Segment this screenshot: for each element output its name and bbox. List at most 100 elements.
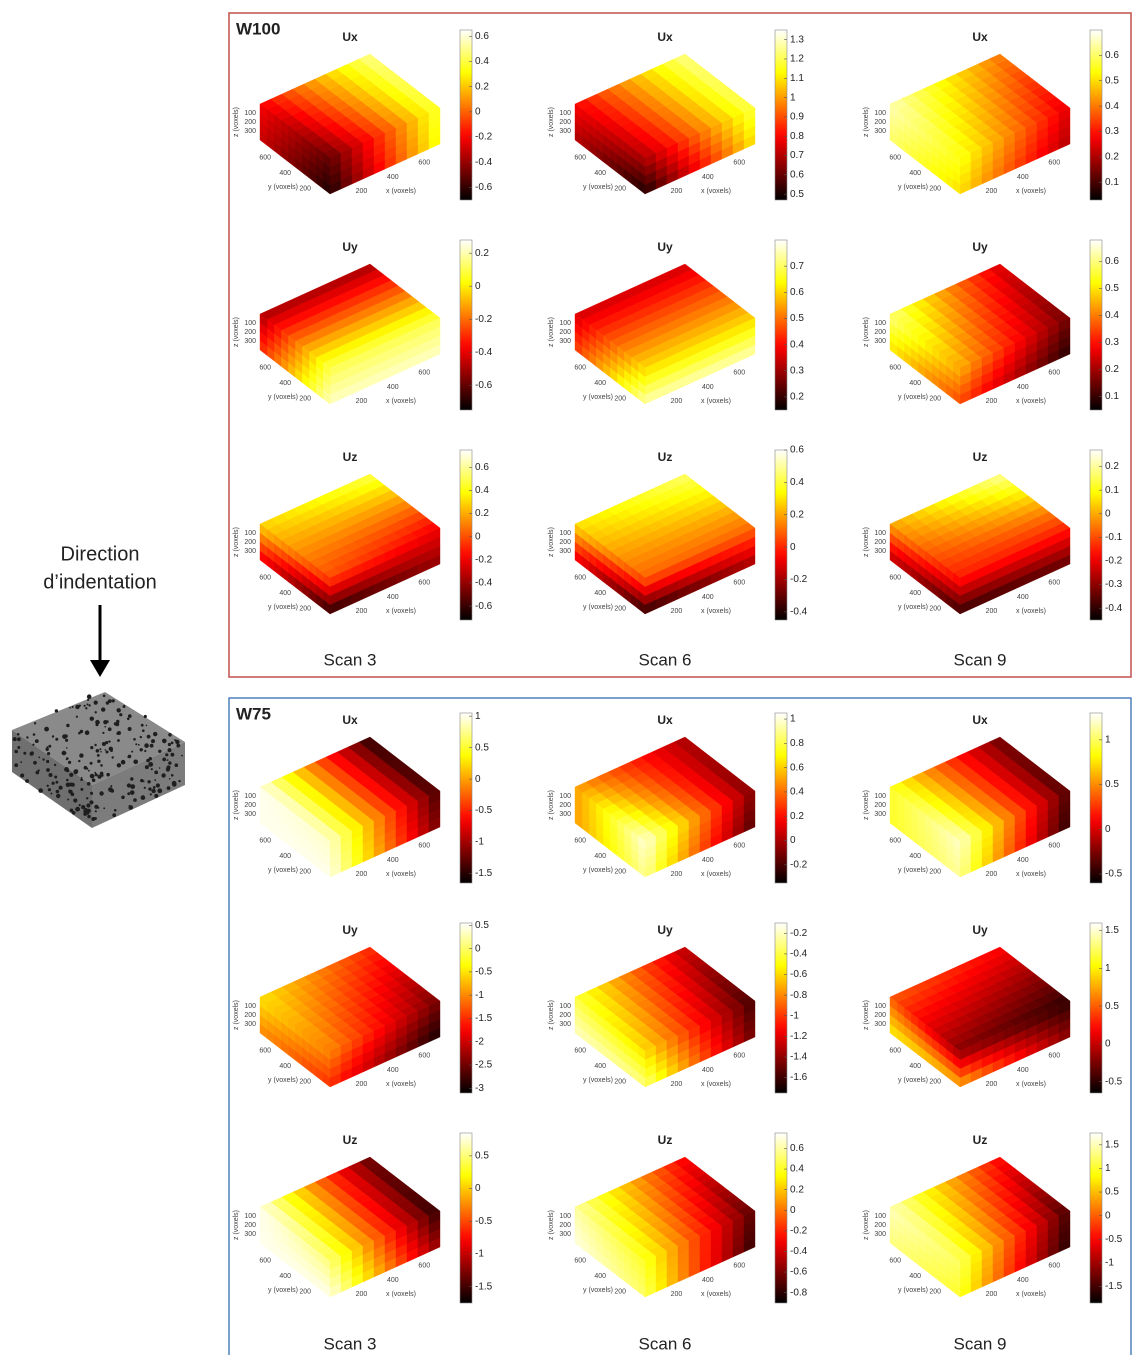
colorbar-tick-label: 0.1 xyxy=(1105,485,1119,496)
speckle xyxy=(83,704,86,707)
speckle xyxy=(86,694,92,699)
speckle xyxy=(133,738,136,741)
colorbar-tick-label: 0.6 xyxy=(475,462,489,473)
colorbar-tick-label: -0.3 xyxy=(1105,579,1123,590)
colorbar-tick-label: 1 xyxy=(790,714,796,725)
z-axis-label: z (voxels) xyxy=(548,1000,555,1030)
y-tick-label: 600 xyxy=(259,364,271,371)
cube xyxy=(259,946,441,1088)
x-tick-label: 400 xyxy=(702,174,714,181)
y-tick-label: 400 xyxy=(279,590,291,597)
colorbar-tick-label: -0.4 xyxy=(1105,603,1123,614)
speckle xyxy=(111,756,114,759)
z-tick-label: 200 xyxy=(244,1222,256,1229)
colorbar-tick-label: 0.2 xyxy=(1105,461,1119,472)
cube xyxy=(574,473,756,615)
x-axis-label: x (voxels) xyxy=(386,398,416,405)
x-axis-label: x (voxels) xyxy=(701,188,731,195)
colorbar-tick-label: -0.5 xyxy=(1105,1076,1123,1087)
speckle xyxy=(178,779,181,783)
cube xyxy=(889,473,1071,615)
colorbar-tick-label: 0.4 xyxy=(475,485,489,496)
colorbar xyxy=(1089,239,1103,411)
x-tick-label: 600 xyxy=(418,843,430,850)
z-tick-label: 300 xyxy=(874,548,886,555)
y-tick-label: 400 xyxy=(594,170,606,177)
z-tick-label: 300 xyxy=(559,338,571,345)
y-tick-label: 200 xyxy=(929,868,941,875)
x-tick-label: 600 xyxy=(418,1263,430,1270)
colorbar-tick-label: -0.4 xyxy=(790,1246,808,1257)
colorbar-tick-label: -0.2 xyxy=(790,574,808,585)
colorbar-tick-label: 0.2 xyxy=(790,509,804,520)
speckle xyxy=(128,805,134,810)
cube-cell xyxy=(673,1156,693,1168)
x-tick-label: 600 xyxy=(1048,160,1060,167)
z-tick-label: 200 xyxy=(874,539,886,546)
cube-cell xyxy=(1058,817,1071,833)
speckle xyxy=(133,798,137,802)
colorbar-tick-label: 0.1 xyxy=(1105,177,1119,188)
colorbar-tick-label: 0.5 xyxy=(790,189,804,200)
z-tick-label: 200 xyxy=(244,802,256,809)
colorbar-tick-label: 1.5 xyxy=(1105,1139,1119,1150)
colorbar-tick-label: -0.6 xyxy=(475,182,493,193)
speckle xyxy=(97,774,102,779)
colorbar xyxy=(774,449,788,621)
speckle xyxy=(69,808,74,813)
cube-cell xyxy=(1058,1237,1071,1253)
speckle xyxy=(162,757,167,762)
speckle xyxy=(106,772,110,777)
speckle xyxy=(139,748,143,752)
speckle xyxy=(34,739,39,743)
x-tick-label: 200 xyxy=(356,871,368,878)
z-tick-label: 100 xyxy=(874,1213,886,1220)
speckle xyxy=(116,732,120,735)
z-tick-label: 100 xyxy=(874,793,886,800)
speckle xyxy=(68,760,72,765)
speckle xyxy=(130,784,136,789)
speckle xyxy=(154,793,159,799)
speckle xyxy=(45,747,49,751)
z-tick-label: 300 xyxy=(244,1231,256,1238)
speckle xyxy=(25,779,29,783)
speckle xyxy=(127,792,131,796)
colorbar xyxy=(774,922,788,1094)
y-tick-label: 400 xyxy=(909,1273,921,1280)
z-tick-label: 200 xyxy=(244,329,256,336)
z-tick-label: 300 xyxy=(874,1231,886,1238)
cube-cell xyxy=(1058,554,1071,570)
speckle xyxy=(126,717,130,721)
speckle xyxy=(101,742,106,746)
speckle xyxy=(137,744,140,746)
cube-cell xyxy=(889,130,898,146)
speckle xyxy=(66,757,69,760)
z-axis-label: z (voxels) xyxy=(548,107,555,137)
cube-cell xyxy=(574,550,583,566)
speckle xyxy=(71,706,74,708)
cube-cell xyxy=(889,1233,898,1249)
x-tick-label: 400 xyxy=(1017,594,1029,601)
colorbar-tick-label: 0 xyxy=(790,835,796,846)
colorbar-tick-label: 0.6 xyxy=(790,170,804,181)
cube-cell xyxy=(988,1156,1008,1168)
cube-cell xyxy=(988,53,1008,65)
colorbar-tick-label: 0.2 xyxy=(1105,364,1119,375)
panel-title: Uy xyxy=(657,923,673,937)
colorbar xyxy=(774,1132,788,1304)
y-tick-label: 400 xyxy=(909,590,921,597)
speckle xyxy=(130,777,134,781)
cube-cell xyxy=(743,134,756,150)
z-axis-label: z (voxels) xyxy=(548,1210,555,1240)
speckle xyxy=(79,729,84,734)
scan-label: Scan 6 xyxy=(639,650,692,669)
speckle xyxy=(89,761,93,765)
x-tick-label: 400 xyxy=(702,594,714,601)
colorbar-tick-label: 0.5 xyxy=(1105,779,1119,790)
speckle xyxy=(55,737,59,741)
cube-cell xyxy=(673,736,693,748)
z-tick-label: 100 xyxy=(874,1003,886,1010)
colorbar xyxy=(1089,922,1103,1094)
x-tick-label: 400 xyxy=(1017,1067,1029,1074)
